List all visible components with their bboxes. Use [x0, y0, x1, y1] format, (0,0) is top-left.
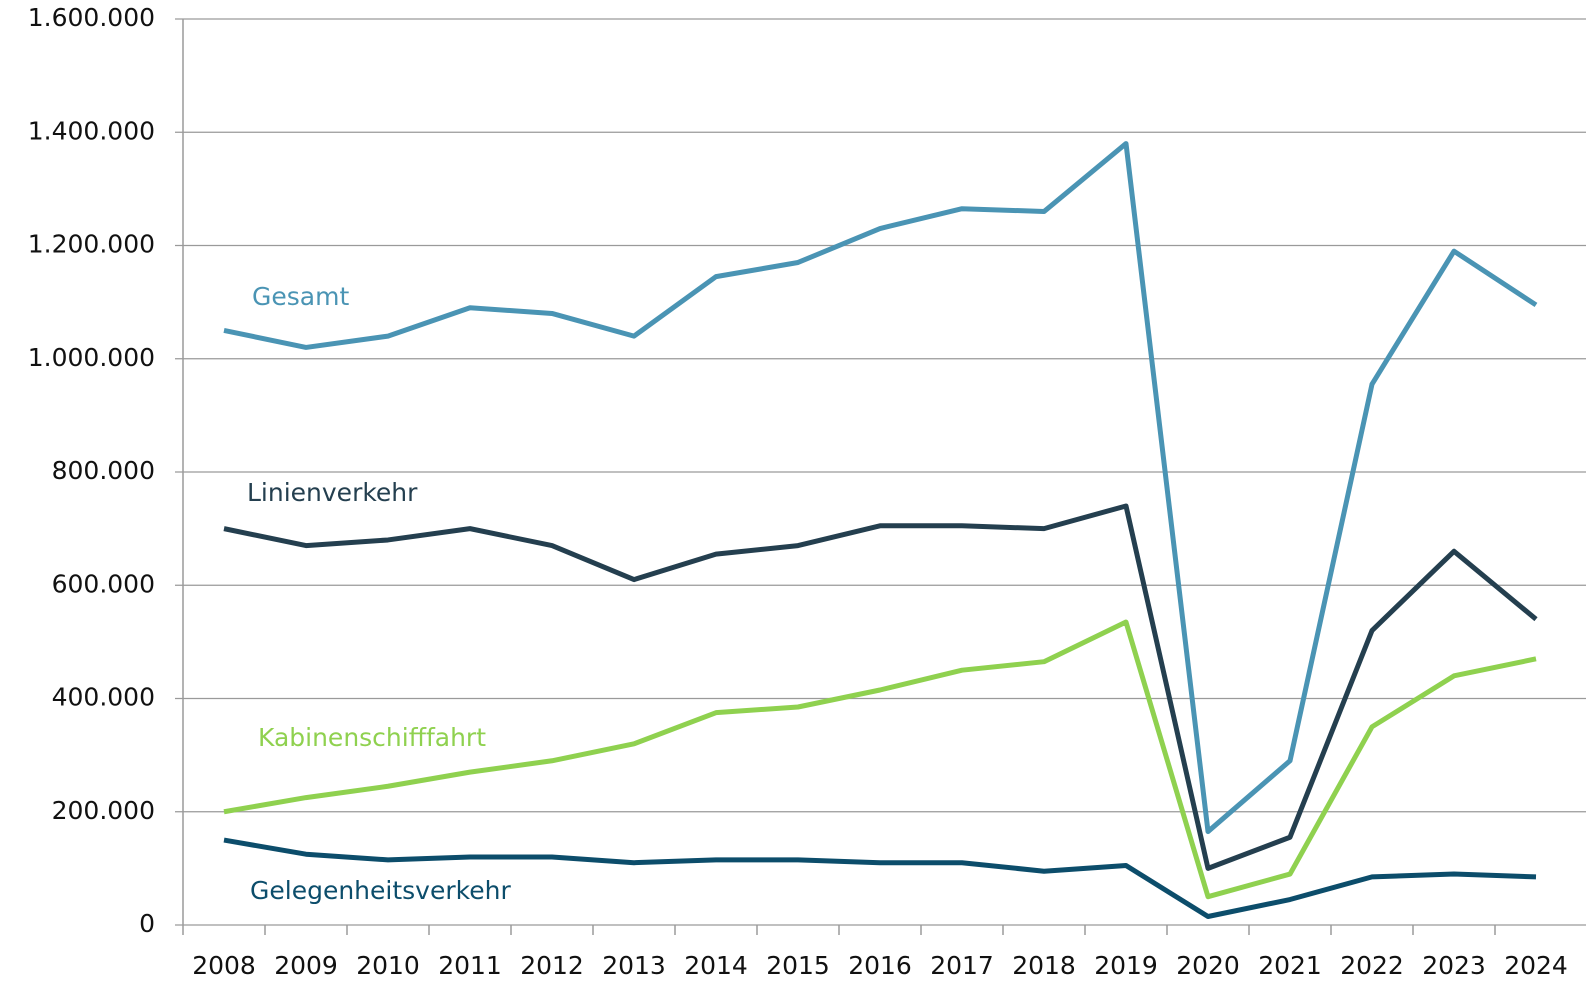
x-tick-label: 2011 [438, 951, 502, 980]
x-tick-label: 2022 [1340, 951, 1404, 980]
x-tick-label: 2015 [766, 951, 830, 980]
x-tick-label: 2017 [930, 951, 994, 980]
series-label: Gelegenheitsverkehr [250, 876, 511, 905]
series-label: Gesamt [252, 282, 349, 311]
x-tick-label: 2019 [1094, 951, 1158, 980]
series-line [223, 837, 1537, 920]
series-line [223, 619, 1537, 900]
x-tick-label: 2020 [1176, 951, 1240, 980]
y-tick-label: 1.000.000 [28, 343, 155, 372]
y-tick-label: 600.000 [52, 569, 155, 598]
x-tick-label: 2013 [602, 951, 666, 980]
x-tick-label: 2009 [274, 951, 338, 980]
series-line [223, 141, 1538, 835]
x-tick-label: 2018 [1012, 951, 1076, 980]
y-tick-label: 400.000 [52, 683, 155, 712]
y-tick-label: 200.000 [52, 796, 155, 825]
x-tick-label: 2023 [1422, 951, 1486, 980]
series-line [223, 503, 1538, 871]
y-tick-label: 1.200.000 [28, 230, 155, 259]
x-tick-label: 2016 [848, 951, 912, 980]
series-label: Linienverkehr [247, 478, 418, 507]
y-tick-label: 0 [139, 909, 155, 938]
series-label: Kabinenschifffahrt [258, 723, 486, 752]
x-tick-label: 2012 [520, 951, 584, 980]
y-tick-label: 1.400.000 [28, 116, 155, 145]
x-tick-label: 2021 [1258, 951, 1322, 980]
x-tick-label: 2010 [356, 951, 420, 980]
x-tick-label: 2024 [1504, 951, 1568, 980]
x-tick-label: 2014 [684, 951, 748, 980]
y-tick-label: 800.000 [52, 456, 155, 485]
y-tick-label: 1.600.000 [28, 3, 155, 32]
x-tick-label: 2008 [192, 951, 256, 980]
